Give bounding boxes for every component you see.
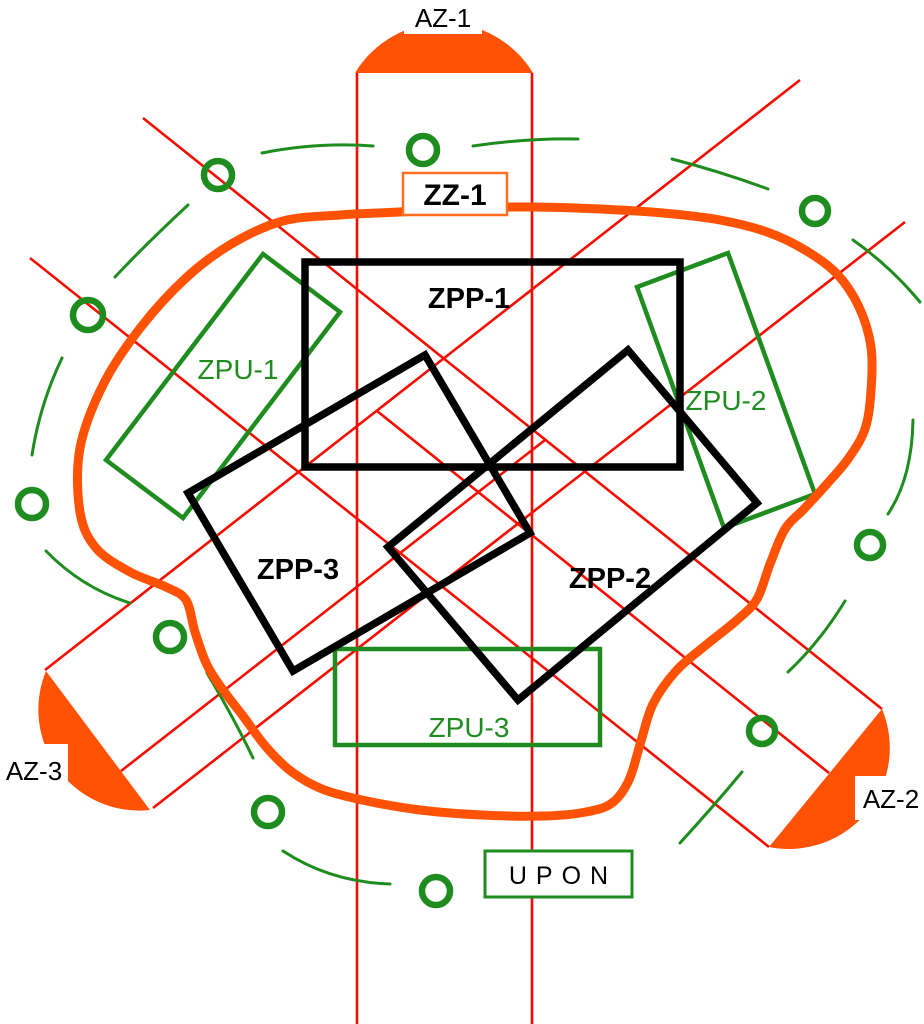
road-line-az2-middle bbox=[376, 409, 830, 775]
zone-zpu1-label: ZPU-1 bbox=[198, 354, 279, 385]
vegetation-ring bbox=[200, 157, 236, 193]
vegetation-ring bbox=[14, 486, 50, 522]
vegetation-arc bbox=[281, 849, 392, 886]
vegetation-ring bbox=[250, 794, 286, 830]
road-lines bbox=[29, 73, 906, 1024]
az1-label: AZ-1 bbox=[415, 3, 471, 33]
zone-zpu3-label: ZPU-3 bbox=[429, 712, 510, 743]
vegetation-ring bbox=[405, 132, 441, 168]
vegetation-arc bbox=[260, 143, 375, 155]
upon-box-group: UPON bbox=[483, 849, 634, 899]
zone-zpp3-rect bbox=[182, 349, 536, 677]
vegetation-ring bbox=[418, 873, 454, 909]
zz1-box bbox=[401, 171, 509, 217]
vegetation-rings bbox=[14, 132, 887, 909]
vegetation-arc bbox=[886, 418, 915, 516]
road-line-az2-upper bbox=[142, 116, 883, 711]
zone-zpu3-rect bbox=[332, 646, 603, 748]
zone-zpp2-label: ZPP-2 bbox=[569, 563, 651, 595]
vegetation-ring bbox=[798, 194, 832, 228]
upon-label: UPON bbox=[509, 862, 617, 890]
vegetation-ring bbox=[853, 528, 887, 562]
vegetation-arc bbox=[851, 238, 922, 304]
vegetation-arcs bbox=[30, 137, 922, 886]
az3-label-notch bbox=[0, 744, 68, 788]
zone-zpp3-label: ZPP-3 bbox=[257, 554, 339, 586]
vegetation-arc bbox=[44, 549, 132, 605]
vegetation-arc bbox=[113, 203, 190, 279]
az3-dome bbox=[38, 671, 151, 811]
vegetation-arc bbox=[471, 137, 580, 148]
zone-zpp1-label: ZPP-1 bbox=[428, 283, 510, 315]
vegetation-arc bbox=[786, 599, 847, 674]
zone-zpu1-rect bbox=[102, 250, 344, 522]
checkpoint-domes: AZ-1 AZ-3 AZ-2 bbox=[0, 0, 924, 849]
road-line-az3-lower bbox=[152, 220, 906, 810]
zz1-label: ZZ-1 bbox=[423, 179, 486, 212]
az1-label-notch bbox=[404, 0, 482, 34]
vegetation-arc bbox=[30, 356, 64, 457]
az2-label: AZ-2 bbox=[863, 784, 919, 814]
zone-zpp2-rect bbox=[382, 344, 763, 706]
vegetation-ring bbox=[745, 714, 779, 748]
az1-dome bbox=[355, 22, 533, 73]
defense-perimeter-blob bbox=[72, 202, 877, 821]
vegetation-ring bbox=[69, 296, 107, 334]
road-line-az3-middle bbox=[120, 438, 546, 773]
vegetation-arc bbox=[670, 157, 770, 191]
upon-box bbox=[483, 849, 634, 899]
zone-zpu2-label: ZPU-2 bbox=[686, 385, 767, 416]
zz1-box-group: ZZ-1 bbox=[401, 171, 509, 217]
road-line-az3-upper bbox=[44, 78, 801, 672]
vegetation-ring bbox=[152, 619, 188, 655]
az2-label-notch bbox=[855, 776, 924, 820]
az3-label: AZ-3 bbox=[6, 756, 62, 786]
zones-zpp: ZPP-1 ZPP-2 ZPP-3 bbox=[182, 258, 763, 706]
vegetation-arc bbox=[678, 770, 744, 845]
